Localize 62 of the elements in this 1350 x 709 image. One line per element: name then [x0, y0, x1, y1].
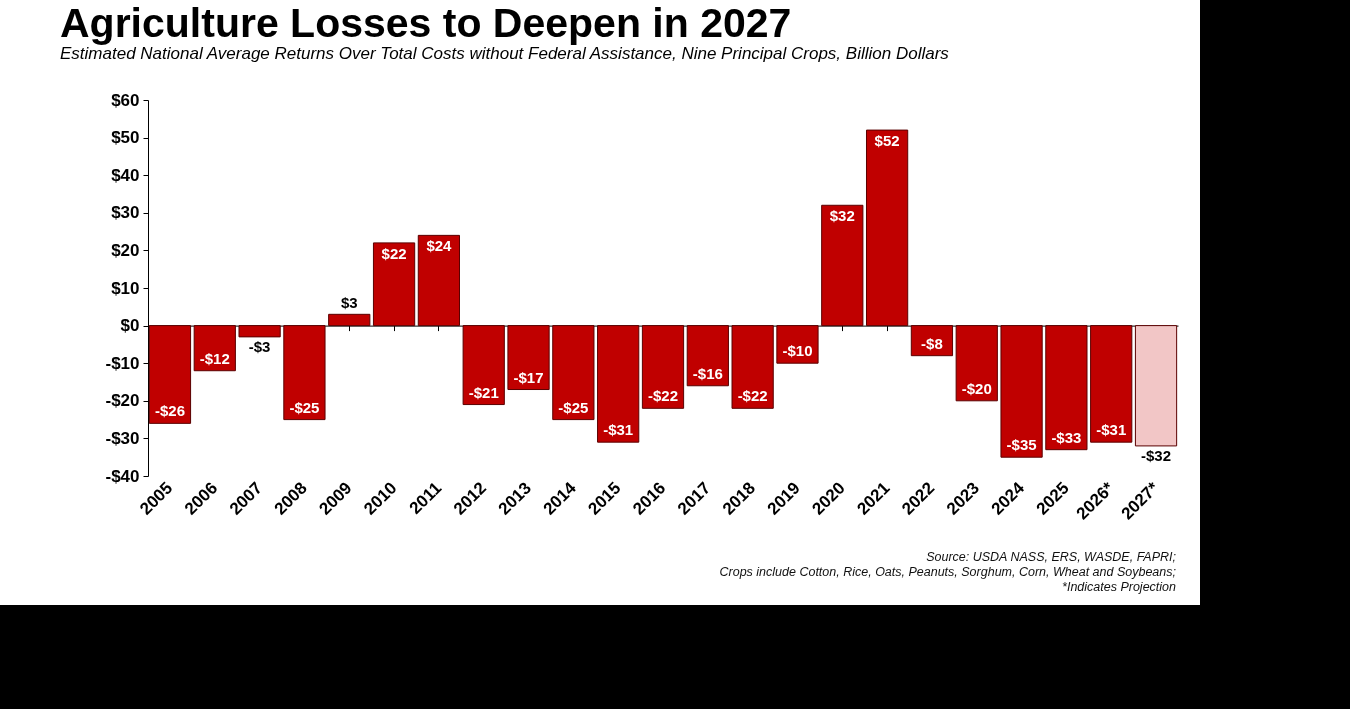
- chart-subtitle: Estimated National Average Returns Over Total Costs without Federal Assistance, Nine Principal Crops, Billion Dollars: [60, 44, 950, 63]
- data-label: -$17: [513, 368, 544, 386]
- bar: [1090, 325, 1133, 443]
- text: Crops include Cotton, Rice, Oats, Peanuts, Sorghum, Corn, Wheat and Soybeans;: [719, 565, 1176, 580]
- text: *Indicates Projection: [1061, 580, 1176, 595]
- bar: [148, 325, 192, 424]
- y-tick-label: -$10: [105, 353, 140, 373]
- chart-title: Agriculture Losses to Deepen in 2027: [60, 0, 792, 46]
- bar: [731, 325, 774, 409]
- y-tick-label: -$30: [105, 428, 140, 448]
- data-label: $52: [874, 132, 900, 150]
- data-label: -$33: [1051, 428, 1082, 446]
- data-label: $22: [381, 244, 407, 262]
- bar: [955, 325, 998, 402]
- bar: [1000, 325, 1043, 458]
- data-label: -$31: [603, 421, 634, 439]
- y-tick-label: $20: [111, 240, 140, 260]
- bar: [597, 325, 640, 443]
- bar: [821, 204, 864, 327]
- bar: [507, 325, 550, 391]
- data-label: -$20: [961, 379, 992, 397]
- data-label: -$22: [737, 387, 768, 405]
- data-label: -$25: [558, 398, 589, 416]
- bar: [238, 325, 281, 338]
- data-label: -$12: [199, 349, 230, 367]
- bar: [462, 325, 505, 406]
- bar: [552, 325, 595, 421]
- bar: [776, 325, 819, 364]
- data-label: -$3: [248, 337, 271, 355]
- bar: [283, 325, 326, 421]
- y-tick-label: $0: [120, 316, 140, 336]
- data-label: -$26: [154, 402, 185, 420]
- bar: [1045, 325, 1088, 451]
- y-tick-label: -$20: [105, 391, 140, 411]
- data-label: -$8: [921, 334, 943, 352]
- bar: [1134, 325, 1178, 447]
- data-label: -$31: [1096, 421, 1127, 439]
- data-label: $32: [829, 207, 855, 225]
- y-tick-label: $40: [111, 165, 140, 185]
- y-tick-label: $60: [111, 90, 140, 110]
- bar: [372, 242, 416, 327]
- data-label: -$35: [1006, 436, 1037, 454]
- bar: [865, 129, 909, 327]
- source-note: Source: USDA NASS, ERS, WASDE, FAPRI;: [925, 550, 1176, 565]
- bar: [910, 325, 954, 357]
- bar: [686, 325, 729, 387]
- y-tick-label: $10: [111, 278, 140, 298]
- bar: [328, 313, 371, 327]
- data-label: -$22: [647, 387, 679, 405]
- bar: [417, 234, 461, 327]
- bar: [193, 325, 236, 372]
- y-tick-label: $30: [111, 203, 140, 223]
- bar: [641, 325, 685, 409]
- data-label: -$21: [468, 383, 499, 401]
- data-label: -$25: [289, 398, 320, 416]
- data-label: -$32: [1141, 446, 1172, 464]
- y-tick-label: $50: [111, 128, 140, 148]
- data-label: -$10: [782, 342, 813, 360]
- data-label: $3: [340, 294, 358, 312]
- data-label: $24: [426, 237, 453, 255]
- data-label: -$16: [692, 364, 723, 382]
- y-tick-label: -$40: [105, 466, 140, 486]
